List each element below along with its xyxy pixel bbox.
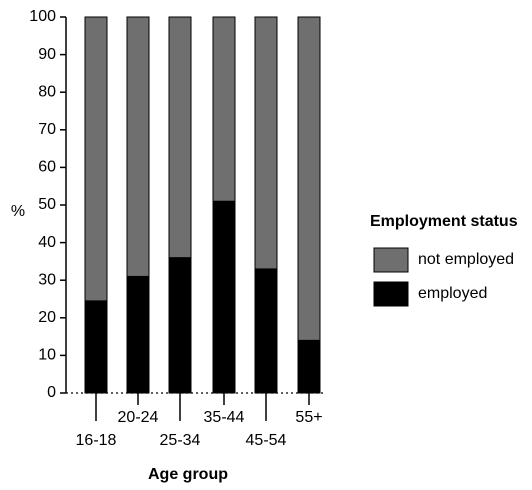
bars bbox=[84, 16, 321, 394]
bar-not-employed-45-54 bbox=[254, 16, 278, 270]
bar-not-employed-25-34 bbox=[168, 16, 192, 259]
legend-swatch-not-employed bbox=[373, 247, 409, 273]
bar-employed-16-18 bbox=[84, 300, 108, 394]
y-tick-label: 60 bbox=[38, 159, 56, 176]
bar-employed-55+ bbox=[297, 339, 321, 394]
x-tick-label: 35-44 bbox=[204, 409, 245, 426]
legend-swatch-employed bbox=[373, 281, 409, 307]
bar-not-employed-16-18 bbox=[84, 16, 108, 302]
bar-not-employed-55+ bbox=[297, 16, 321, 341]
y-tick-label: 10 bbox=[38, 347, 56, 364]
bar-employed-20-24 bbox=[126, 275, 150, 394]
x-tick-label: 55+ bbox=[295, 409, 322, 426]
y-tick-label: 30 bbox=[38, 271, 56, 288]
bar-employed-45-54 bbox=[254, 268, 278, 394]
y-tick-label: 80 bbox=[38, 83, 56, 100]
y-axis: 0 10 20 30 40 50 60 70 80 90 100 bbox=[29, 8, 67, 401]
bar-employed-25-34 bbox=[168, 257, 192, 394]
legend-label-employed: employed bbox=[418, 285, 487, 302]
x-axis-title: Age group bbox=[148, 466, 228, 483]
bar-not-employed-20-24 bbox=[126, 16, 150, 277]
legend: Employment status not employed employed bbox=[370, 213, 518, 307]
y-tick-label: 70 bbox=[38, 121, 56, 138]
x-tick-label: 16-18 bbox=[76, 432, 117, 449]
y-tick-label: 50 bbox=[38, 196, 56, 213]
y-tick-label: 0 bbox=[47, 384, 56, 401]
y-tick-label: 100 bbox=[29, 8, 56, 25]
y-tick-label: 20 bbox=[38, 309, 56, 326]
y-tick-label: 90 bbox=[38, 46, 56, 63]
legend-label-not-employed: not employed bbox=[418, 251, 514, 268]
x-tick-label: 25-34 bbox=[160, 432, 201, 449]
legend-title: Employment status bbox=[370, 213, 518, 230]
y-axis-title: % bbox=[11, 203, 25, 220]
x-tick-label: 45-54 bbox=[246, 432, 287, 449]
bar-not-employed-35-44 bbox=[212, 16, 236, 202]
x-tick-label: 20-24 bbox=[118, 409, 159, 426]
bar-employed-35-44 bbox=[212, 200, 236, 394]
y-tick-label: 40 bbox=[38, 234, 56, 251]
